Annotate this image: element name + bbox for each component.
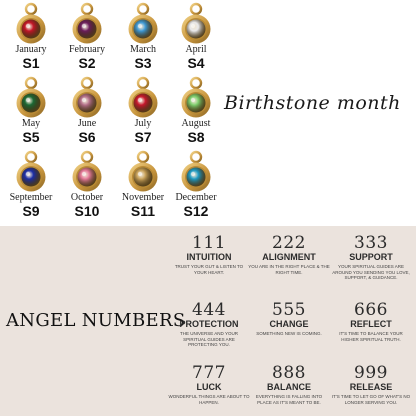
birthstone-panel: January S1 February S2 March S3 April S4 May S5 Ju… [0, 0, 401, 222]
angel-number-description: TRUST YOUR GUT & LISTEN TO YOUR HEART. [174, 264, 244, 275]
angel-number-value: 666 [354, 300, 388, 320]
angel-number-description: IT'S TIME TO BALANCE YOUR HIGHER SPIRITU… [339, 331, 403, 342]
angel-number-description: SOMETHING NEW IS COMING. [256, 331, 322, 336]
birthstone-july: July S7 [116, 76, 170, 150]
angel-numbers-panel: ANGEL NUMBERS 111 INTUITION TRUST YOUR GUT… [0, 226, 416, 416]
angel-number-description: YOUR SPIRITUAL GUIDES ARE AROUND YOU SEN… [332, 264, 410, 280]
angel-number-name: ALIGNMENT [262, 252, 316, 262]
angel-number-name: LUCK [196, 382, 222, 392]
birthstone-charm-icon [16, 2, 46, 44]
angel-number-description: YOU ARE IN THE RIGHT PLACE & THE RIGHT T… [248, 264, 330, 275]
angel-number-description: IT'S TIME TO LET GO OF WHAT'S NO LONGER … [331, 394, 411, 405]
angel-number-value: 777 [192, 363, 226, 383]
angel-number-description: EVERYTHING IS FALLING INTO PLACE AS IT'S… [255, 394, 323, 405]
birthstone-charm-icon [181, 2, 211, 44]
angel-number-value: 999 [354, 363, 388, 383]
angel-number-value: 333 [354, 233, 388, 253]
angel-number-name: RELEASE [349, 382, 393, 392]
angel-number-name: REFLECT [350, 319, 392, 329]
birthstone-charm-icon [128, 2, 158, 44]
birthstone-september: September S9 [4, 150, 58, 224]
birthstone-charm-icon [16, 150, 46, 192]
birthstone-january: January S1 [4, 2, 58, 76]
angel-number-description: THE UNIVERSE AND YOUR SPIRITUAL GUIDES A… [180, 331, 238, 347]
birthstone-month-label: January [15, 44, 47, 55]
birthstone-code-label: S10 [74, 203, 100, 219]
birthstone-month-label: November [121, 192, 165, 203]
birthstone-code-label: S6 [78, 129, 96, 145]
angel-number-description: WONDERFUL THINGS ARE ABOUT TO HAPPEN. [168, 394, 250, 405]
angel-number-value: 888 [272, 363, 306, 383]
birthstone-code-label: S5 [22, 129, 40, 145]
birthstone-april: April S4 [169, 2, 223, 76]
birthstone-month-label: May [21, 118, 41, 129]
angel-number-222: 222 ALIGNMENT YOU ARE IN THE RIGHT PLACE &… [248, 234, 330, 275]
birthstone-june: June S6 [60, 76, 114, 150]
birthstone-charm-icon [72, 76, 102, 118]
angel-number-444: 444 PROTECTION THE UNIVERSE AND YOUR SPIRI… [168, 301, 250, 348]
birthstone-charm-icon [128, 150, 158, 192]
angel-number-333: 333 SUPPORT YOUR SPIRITUAL GUIDES ARE AROU… [330, 234, 412, 281]
birthstone-charm-icon [72, 2, 102, 44]
birthstone-march: March S3 [116, 2, 170, 76]
birthstone-month-label: October [70, 192, 104, 203]
birthstone-code-label: S3 [134, 55, 152, 71]
angel-number-888: 888 BALANCE EVERYTHING IS FALLING INTO PLA… [248, 364, 330, 405]
angel-number-name: CHANGE [269, 319, 309, 329]
angel-number-999: 999 RELEASE IT'S TIME TO LET GO OF WHAT'S … [330, 364, 412, 405]
birthstone-code-label: S7 [134, 129, 152, 145]
birthstone-month-label: December [175, 192, 217, 203]
birthstone-code-label: S2 [78, 55, 96, 71]
birthstone-code-label: S1 [22, 55, 40, 71]
angel-number-777: 777 LUCK WONDERFUL THINGS ARE ABOUT TO HAP… [168, 364, 250, 405]
birthstone-november: November S11 [116, 150, 170, 224]
birthstone-october: October S10 [60, 150, 114, 224]
birthstone-charm-icon [181, 76, 211, 118]
birthstone-code-label: S4 [187, 55, 205, 71]
birthstone-month-label: March [129, 44, 157, 55]
birthstone-code-label: S12 [183, 203, 209, 219]
angel-number-value: 222 [272, 233, 306, 253]
angel-number-666: 666 REFLECT IT'S TIME TO BALANCE YOUR HIGH… [330, 301, 412, 342]
birthstone-code-label: S9 [22, 203, 40, 219]
birthstone-december: December S12 [169, 150, 223, 224]
birthstone-month-label: July [134, 118, 152, 129]
birthstone-month-label: June [77, 118, 97, 129]
birthstone-code-label: S11 [130, 203, 156, 219]
birthstone-month-label: August [181, 118, 211, 129]
angel-number-value: 555 [272, 300, 306, 320]
birthstone-month-label: February [68, 44, 106, 55]
angel-number-name: BALANCE [267, 382, 311, 392]
angel-numbers-title: ANGEL NUMBERS [6, 310, 186, 331]
birthstone-august: August S8 [169, 76, 223, 150]
angel-number-name: PROTECTION [179, 319, 239, 329]
birthstone-charm-icon [128, 76, 158, 118]
birthstone-grid: January S1 February S2 March S3 April S4 May S5 Ju… [0, 0, 218, 222]
birthstone-code-label: S8 [187, 129, 205, 145]
angel-number-value: 444 [192, 300, 226, 320]
birthstone-month-label: April [185, 44, 207, 55]
birthstone-may: May S5 [4, 76, 58, 150]
angel-number-111: 111 INTUITION TRUST YOUR GUT & LISTEN TO Y… [168, 234, 250, 275]
birthstone-month-label: September [9, 192, 53, 203]
birthstone-title: Birthstone month [224, 92, 401, 114]
angel-number-value: 111 [192, 233, 226, 253]
birthstone-charm-icon [181, 150, 211, 192]
birthstone-february: February S2 [60, 2, 114, 76]
angel-number-name: SUPPORT [349, 252, 393, 262]
angel-number-name: INTUITION [186, 252, 232, 262]
birthstone-charm-icon [72, 150, 102, 192]
birthstone-charm-icon [16, 76, 46, 118]
angel-number-555: 555 CHANGE SOMETHING NEW IS COMING. [248, 301, 330, 337]
